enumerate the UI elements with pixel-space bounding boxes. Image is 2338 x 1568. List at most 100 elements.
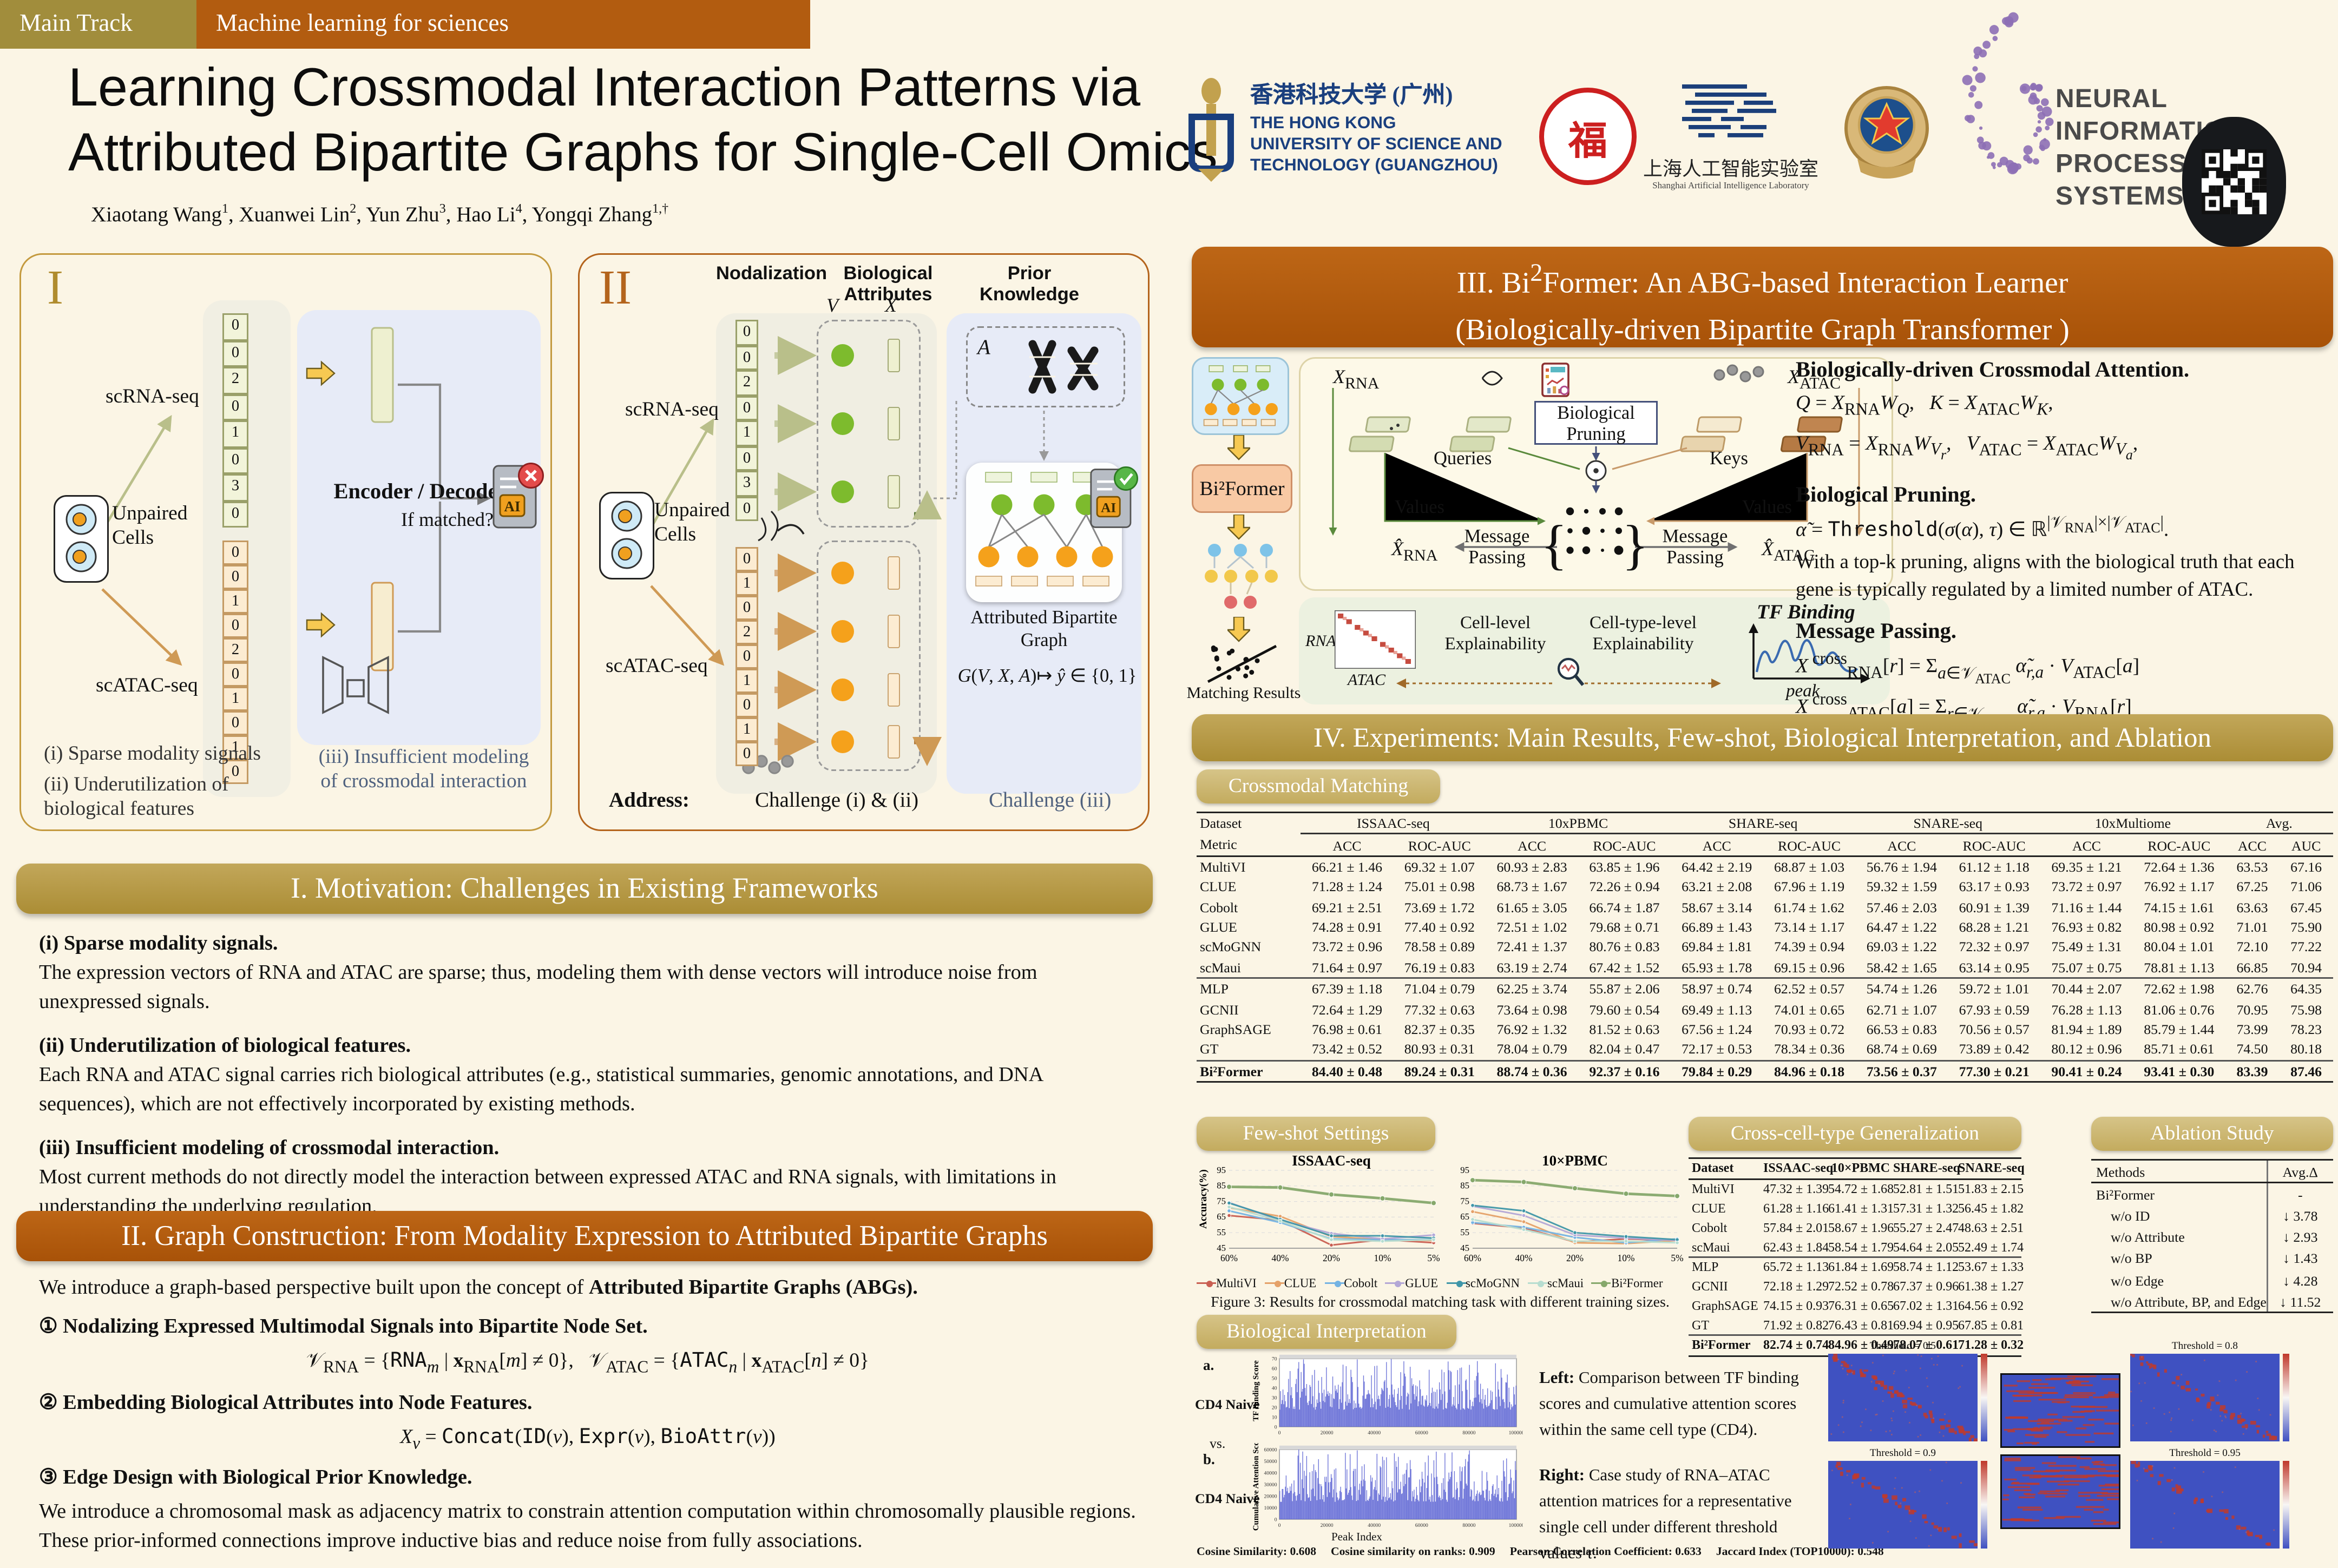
vector-cell: 0 xyxy=(735,320,758,345)
svg-text:20000: 20000 xyxy=(1321,1430,1334,1436)
svg-text:55: 55 xyxy=(1460,1227,1469,1237)
eq-qk: Q = XRNAWQ, K = XATACWK, xyxy=(1796,391,2335,420)
svg-text:20000: 20000 xyxy=(1264,1494,1277,1500)
author: Xiaotang Wang xyxy=(91,202,222,226)
heatmap-inset-top xyxy=(2000,1373,2120,1448)
colorbar xyxy=(2283,1461,2289,1549)
table-group-header: ISSAAC-seq xyxy=(1301,813,1486,834)
vector-cell: 1 xyxy=(222,420,248,447)
abg-equation: G(V, X, A)↦ ŷ ∈ {0, 1} xyxy=(956,664,1138,687)
table-group-header: SNARE-seq xyxy=(1855,813,2040,834)
heatmap-inset-bottom xyxy=(2000,1454,2120,1529)
threshold-label-0.5: Threshold = 0.5 xyxy=(1828,1341,1978,1352)
vector-cell: 1 xyxy=(735,571,758,596)
tab-main-track-label: Main Track xyxy=(19,11,133,37)
threshold-label-0.9: Threshold = 0.9 xyxy=(1828,1448,1978,1459)
hkust-en1: THE HONG KONG xyxy=(1250,114,1502,135)
down-arrow-icon xyxy=(1227,617,1250,643)
message-passing-head: Message Passing. xyxy=(1796,619,2335,645)
address-label: Address: xyxy=(609,787,689,813)
cell-type-level-explainability-label: Cell-type-level Explainability xyxy=(1578,614,1708,656)
svg-text:60000: 60000 xyxy=(1415,1523,1428,1529)
peak-index-label: Peak Index xyxy=(1331,1531,1382,1544)
svg-text:5%: 5% xyxy=(1427,1253,1440,1263)
svg-text:0: 0 xyxy=(1278,1523,1281,1529)
pruning-note: With a top-k pruning, aligns with the bi… xyxy=(1796,549,2335,603)
svg-text:Cumulative Attention Score: Cumulative Attention Score xyxy=(1252,1443,1260,1531)
biological-pruning-box: Biological Pruning xyxy=(1534,401,1658,445)
vector-cell: 0 xyxy=(222,711,248,735)
svg-text:20000: 20000 xyxy=(1321,1523,1334,1529)
vector-cell: 0 xyxy=(735,396,758,421)
section2-body: We introduce a graph-based perspective b… xyxy=(39,1276,1137,1555)
table-row: w/o Attribute, BP, and Edge↓ 11.52 xyxy=(2091,1290,2333,1313)
threshold-label-0.95: Threshold = 0.95 xyxy=(2130,1448,2280,1459)
legend-item: MultiVI xyxy=(1197,1276,1257,1290)
colorbar xyxy=(1981,1461,1987,1549)
svg-text:0: 0 xyxy=(1275,1517,1277,1523)
svg-text:60000: 60000 xyxy=(1415,1430,1428,1436)
motivation-head: (i) Sparse modality signals. xyxy=(39,928,1137,958)
hkust-emblem-icon xyxy=(1182,78,1240,185)
svg-text:45: 45 xyxy=(1217,1243,1226,1253)
panel2-unpaired-label: Unpaired Cells xyxy=(654,498,719,547)
threshold-label-0.8: Threshold = 0.8 xyxy=(2130,1341,2280,1352)
vector-cell: 0 xyxy=(735,345,758,371)
vector-cell: 0 xyxy=(222,662,248,687)
ai-chip-rejected-icon: AI xyxy=(492,459,544,542)
table-group-header: SHARE-seq xyxy=(1671,813,1856,834)
authors: Xiaotang Wang1, Xuanwei Lin2, Yun Zhu3, … xyxy=(91,201,668,228)
motivation-body: Each RNA and ATAC signal carries rich bi… xyxy=(39,1060,1137,1118)
section3-text: Biologically-driven Crossmodal Attention… xyxy=(1796,357,2335,727)
shanghai-ai-lab-icon xyxy=(1679,81,1783,146)
vector-cell: 1 xyxy=(735,717,758,742)
queries-label: Queries xyxy=(1434,450,1492,469)
biological-interpretation-tab: Biological Interpretation xyxy=(1197,1315,1456,1349)
svg-text:10×PBMC: 10×PBMC xyxy=(1542,1154,1608,1169)
table-row: w/o Attribute↓ 2.93 xyxy=(2091,1227,2333,1248)
bio-left-text: Left: Comparison between TF binding scor… xyxy=(1539,1367,1802,1445)
panel2-scrna-label: scRNA-seq xyxy=(625,398,719,422)
message-passing-left-label: Message Passing xyxy=(1456,528,1538,570)
hkust-logo: 香港科技大学 (广州) THE HONG KONG UNIVERSITY OF … xyxy=(1182,78,1502,185)
cells-icon xyxy=(54,495,109,583)
panel1-if-matched-label: If matched? xyxy=(401,508,494,532)
address-challenge-1-2: Challenge (i) & (ii) xyxy=(755,787,918,813)
vector-cell: 0 xyxy=(735,496,758,522)
vector-cell: 0 xyxy=(222,340,248,367)
svg-text:10%: 10% xyxy=(1374,1253,1391,1263)
svg-text:AI: AI xyxy=(504,498,520,515)
svg-text:0: 0 xyxy=(1278,1430,1281,1436)
ai-chip-matched-icon: AI xyxy=(1089,463,1138,542)
svg-text:20%: 20% xyxy=(1566,1253,1584,1263)
attention-heatmap-0.95 xyxy=(2130,1461,2280,1549)
vector-cell: 1 xyxy=(222,589,248,614)
crossmodal-matching-tab: Crossmodal Matching xyxy=(1197,769,1440,803)
legend-item: scMoGNN xyxy=(1446,1276,1520,1290)
panel2-scatac-label: scATAC-seq xyxy=(606,654,708,678)
shanghai-ai-lab-logo: 上海人工智能实验室 Shanghai Artificial Intelligen… xyxy=(1643,81,1818,192)
eq-v: VRNA = XRNAWVr, VATAC = XATACWVa, xyxy=(1796,431,2335,463)
bio-plot-a-label: a. xyxy=(1203,1357,1214,1373)
vector-cell: 0 xyxy=(735,693,758,717)
table-row: Bi²Former- xyxy=(2091,1183,2333,1205)
vector-cell: 0 xyxy=(222,565,248,589)
hkust-cn: 香港科技大学 (广州) xyxy=(1250,78,1502,110)
vector-cell: 0 xyxy=(222,447,248,475)
prior-knowledge-box: A xyxy=(966,326,1125,407)
dotted-arrows xyxy=(1396,675,1721,691)
author: , Hao Li xyxy=(446,202,516,226)
svg-text:60: 60 xyxy=(1272,1366,1277,1372)
figure-panel-1: I scRNA-seq xyxy=(19,253,552,831)
vector-cell: 3 xyxy=(735,471,758,496)
sail-cn: 上海人工智能实验室 xyxy=(1643,154,1818,182)
